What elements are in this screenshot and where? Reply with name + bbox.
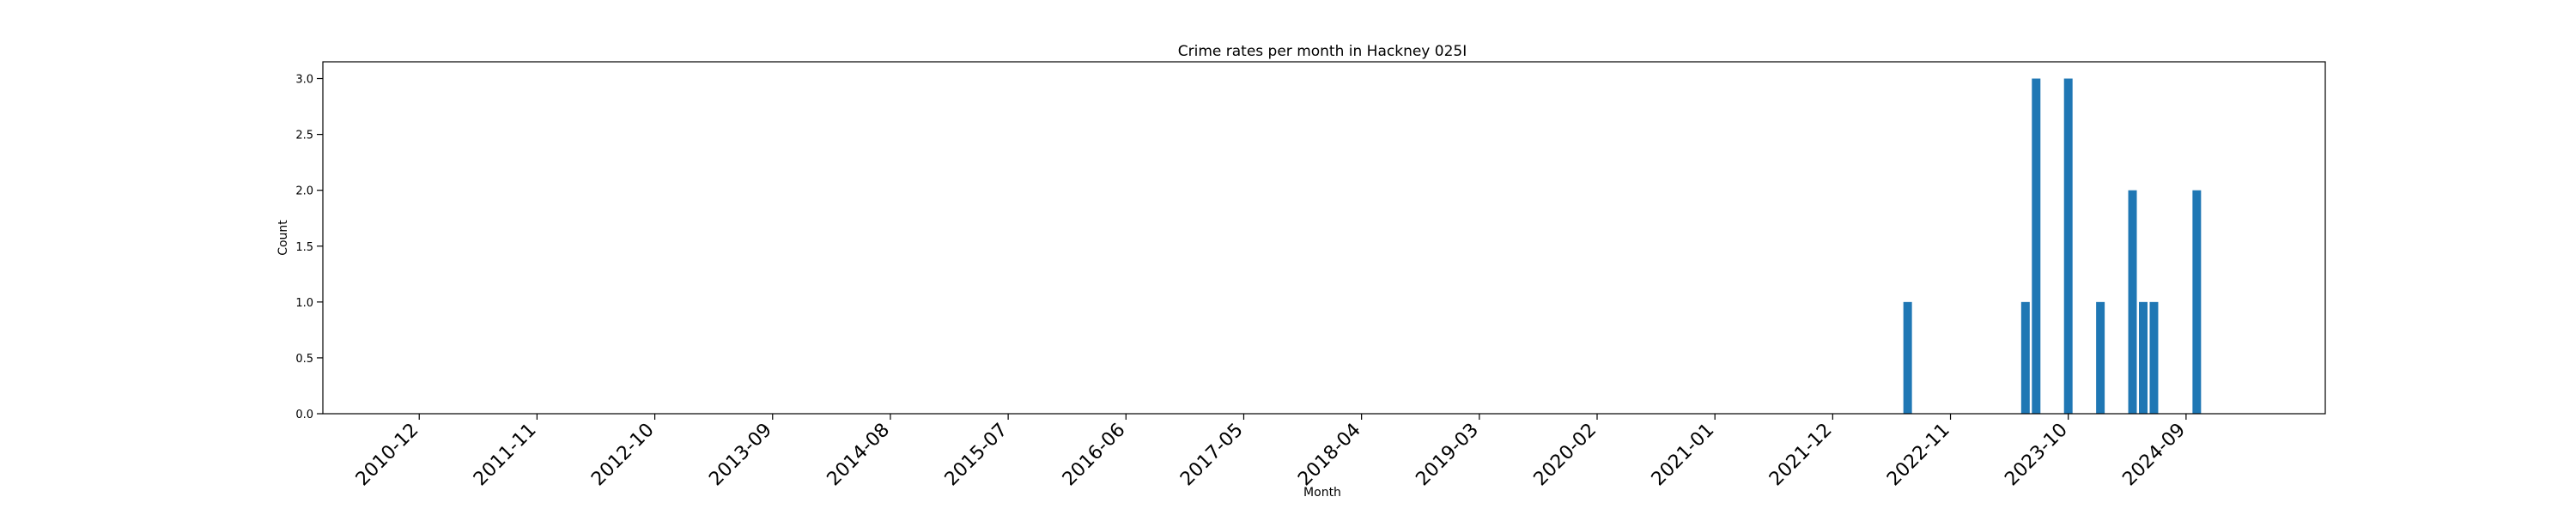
y-tick-label: 1.0 — [295, 297, 313, 310]
y-tick-label: 2.0 — [295, 185, 313, 198]
x-tick-label: 2021-12 — [1765, 420, 1837, 491]
x-tick-label: 2011-11 — [470, 420, 541, 491]
y-tick-label: 2.5 — [295, 130, 313, 142]
plot-frame — [322, 61, 2326, 415]
x-tick-label: 2024-09 — [2118, 420, 2190, 491]
y-tick-label: 0.5 — [295, 353, 313, 366]
bar-2023-10 — [2063, 78, 2073, 415]
x-tick-label: 2021-01 — [1648, 420, 1719, 491]
x-tick-label: 2016-06 — [1059, 420, 1130, 491]
bar-2024-01 — [2096, 301, 2105, 414]
y-axis: 0.0 0.5 1.0 1.5 2.0 2.5 3.0 — [295, 74, 323, 421]
y-tick-label: 0.0 — [295, 409, 313, 421]
bar-2024-05 — [2139, 301, 2148, 414]
x-tick-label: 2014-08 — [823, 420, 895, 491]
x-tick-label: 2023-10 — [2001, 420, 2072, 491]
bar-2023-06 — [2020, 301, 2030, 414]
x-tick-label: 2015-07 — [941, 420, 1012, 491]
bar-2024-04 — [2128, 190, 2137, 414]
bar-2024-10 — [2192, 190, 2202, 414]
x-tick-label: 2018-04 — [1294, 420, 1365, 491]
bar-2023-07 — [2032, 78, 2041, 415]
y-axis-label: Count — [276, 220, 290, 256]
x-tick-label: 2013-09 — [705, 420, 776, 491]
x-tick-label: 2022-11 — [1883, 420, 1954, 491]
x-tick-label: 2020-02 — [1530, 420, 1601, 491]
y-tick-label: 1.5 — [295, 241, 313, 254]
x-tick-label: 2012-10 — [587, 420, 659, 491]
chart-title: Crime rates per month in Hackney 025I — [1178, 43, 1467, 60]
x-axis-label: Month — [1303, 486, 1341, 500]
y-tick-label: 3.0 — [295, 74, 313, 87]
bar-2024-06 — [2149, 301, 2159, 414]
x-tick-label: 2017-05 — [1176, 420, 1248, 491]
bars-group — [1903, 78, 2202, 415]
x-tick-label: 2019-03 — [1412, 420, 1483, 491]
x-tick-label: 2010-12 — [352, 420, 423, 491]
x-axis: 2010-12 2011-11 2012-10 2013-09 2014-08 2015-… — [352, 414, 2190, 490]
bar-2022-07 — [1903, 301, 1912, 414]
